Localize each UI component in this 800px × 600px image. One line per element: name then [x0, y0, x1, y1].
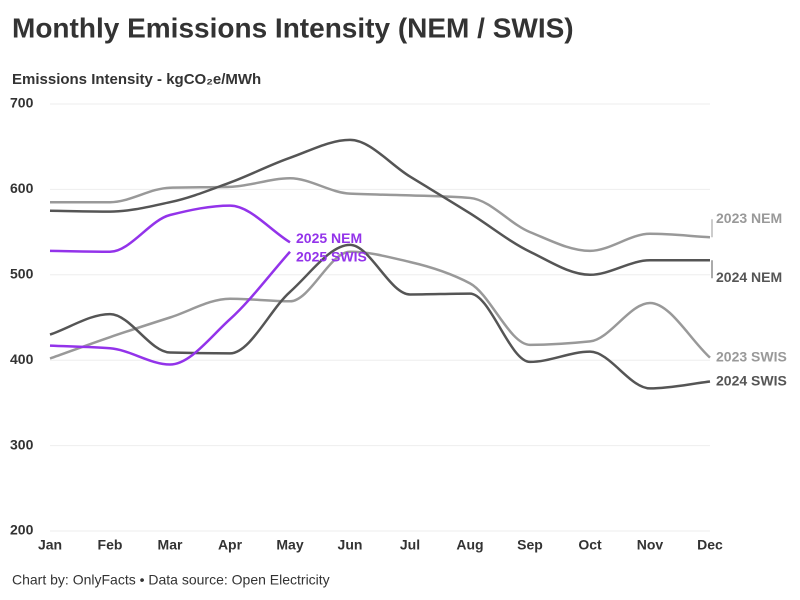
footer: Chart by: OnlyFacts • Data source: Open …	[12, 572, 330, 588]
y-axis-title: Emissions Intensity - kgCO₂e/MWh	[12, 71, 261, 88]
x-tick-label: Dec	[697, 537, 723, 553]
y-tick-label: 400	[10, 351, 34, 367]
series-line	[50, 177, 711, 253]
series-line	[49, 243, 711, 390]
x-tick-label: Aug	[456, 537, 483, 553]
x-tick-label: Nov	[637, 537, 664, 553]
series-line	[49, 250, 711, 360]
x-tick-label: Oct	[578, 537, 602, 553]
x-tick-label: Mar	[158, 537, 183, 553]
y-tick-label: 200	[10, 522, 34, 538]
x-tick-label: Feb	[98, 537, 123, 553]
series-label: 2025 SWIS	[296, 248, 367, 264]
series-label: 2025 NEM	[296, 230, 362, 246]
chart-title: Monthly Emissions Intensity (NEM / SWIS)	[12, 12, 574, 43]
series-line	[49, 138, 710, 277]
series-label: 2024 SWIS	[716, 372, 787, 388]
y-tick-label: 300	[10, 436, 34, 452]
series-line	[49, 250, 291, 366]
series-line	[49, 204, 291, 253]
x-tick-label: Apr	[218, 537, 243, 553]
x-tick-label: Jun	[338, 537, 363, 553]
x-tick-label: Jul	[400, 537, 420, 553]
series-label: 2023 SWIS	[716, 348, 787, 364]
y-tick-label: 700	[10, 95, 34, 111]
series-label: 2024 NEM	[716, 269, 782, 285]
x-tick-label: May	[276, 537, 303, 553]
series-label: 2023 NEM	[716, 210, 782, 226]
x-tick-label: Jan	[38, 537, 62, 553]
x-tick-label: Sep	[517, 537, 543, 553]
y-tick-label: 500	[10, 266, 34, 282]
y-tick-label: 600	[10, 180, 34, 196]
